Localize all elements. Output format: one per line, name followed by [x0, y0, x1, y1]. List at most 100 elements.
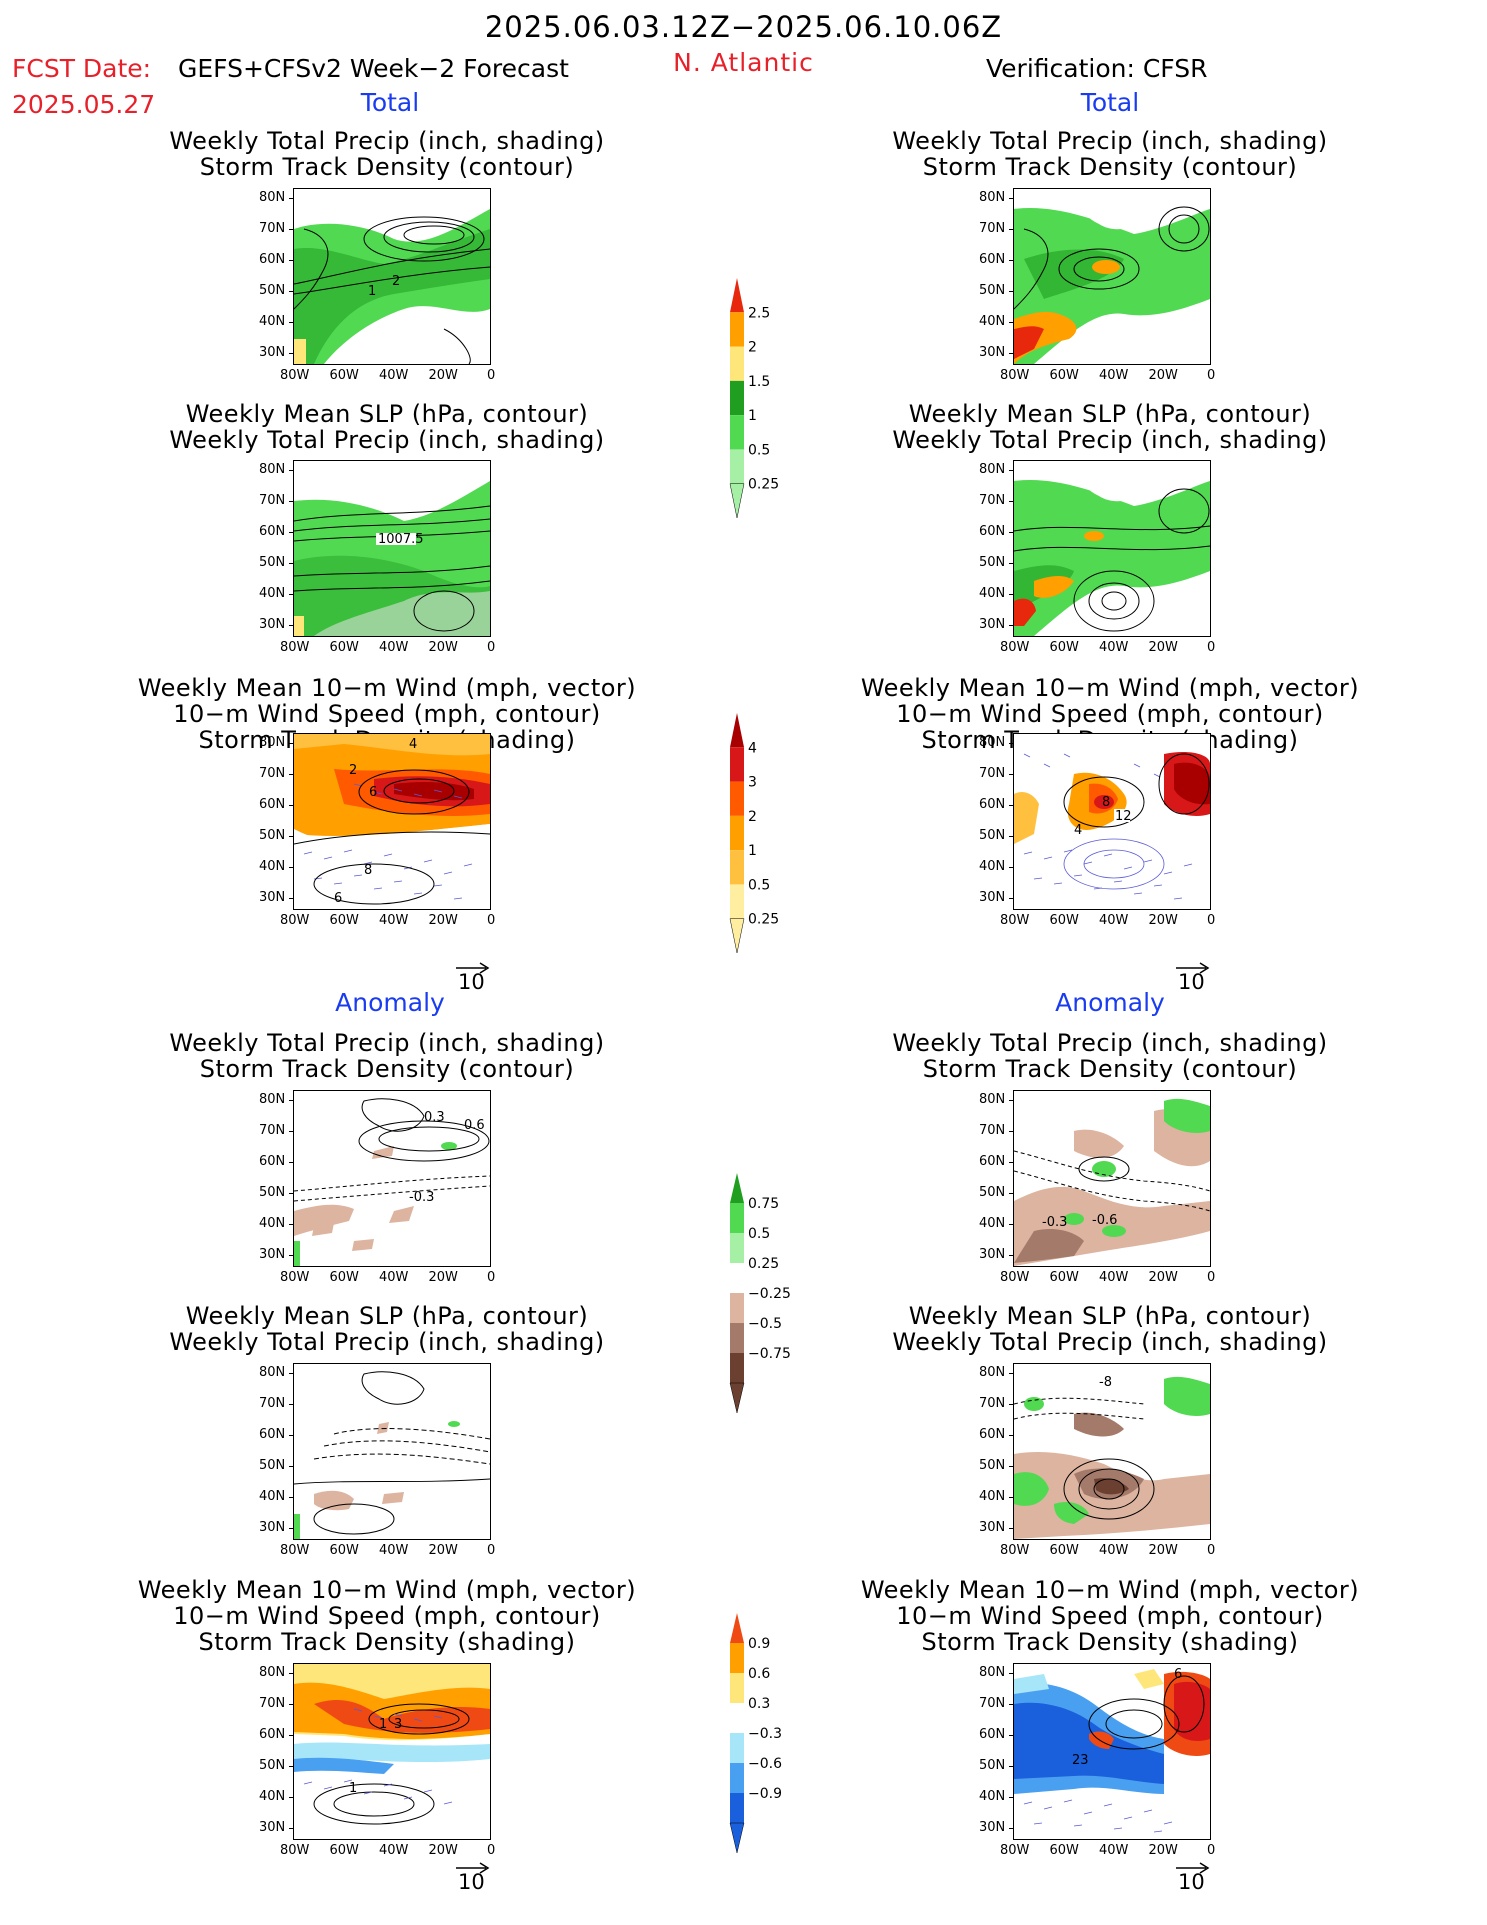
- map-obs-total-wind: 4 8 12: [1013, 733, 1211, 910]
- title-line: Storm Track Density (contour): [922, 153, 1298, 181]
- colorbar-label: 0.5: [748, 877, 770, 893]
- lat-tick-label: 60N: [259, 524, 286, 539]
- lat-tick-mark: [289, 322, 293, 323]
- model-label: GEFS+CFSv2 Week−2 Forecast: [178, 54, 569, 83]
- lat-tick-label: 50N: [979, 555, 1006, 570]
- colorbar-segment: [730, 1323, 744, 1353]
- lat-tick-mark: [289, 1404, 293, 1405]
- lon-tick-label: 80W: [280, 1543, 310, 1558]
- lon-tick-label: 0: [487, 1843, 496, 1858]
- lon-tick-label: 20W: [1148, 640, 1178, 655]
- colorbar-label: 0.75: [748, 1196, 779, 1212]
- title-fcst-anom-wind: Weekly Mean 10−m Wind (mph, vector) 10−m…: [17, 1577, 757, 1655]
- lat-tick-label: 60N: [259, 1154, 286, 1169]
- colorbar-label: 0.6: [748, 1666, 770, 1682]
- contour-label: 1007.5: [378, 532, 424, 547]
- lat-tick-label: 80N: [979, 462, 1006, 477]
- title-line: Storm Track Density (contour): [199, 153, 575, 181]
- lon-tick-label: 60W: [329, 913, 359, 928]
- lon-tick-label: 0: [1207, 1543, 1216, 1558]
- lon-tick-label: 20W: [428, 368, 458, 383]
- lon-tick-label: 60W: [329, 1270, 359, 1285]
- lon-tick-label: 20W: [1148, 913, 1178, 928]
- lat-tick-label: 40N: [259, 586, 286, 601]
- title-line: Weekly Mean SLP (hPa, contour): [185, 1302, 589, 1330]
- lat-tick-mark: [1009, 198, 1013, 199]
- map-fcst-anom-precip: 0.3 0.6 -0.3: [293, 1090, 491, 1267]
- title-obs-total-wind: Weekly Mean 10−m Wind (mph, vector) 10−m…: [740, 675, 1480, 753]
- lat-tick-mark: [289, 291, 293, 292]
- lat-tick-label: 30N: [259, 890, 286, 905]
- lon-tick-label: 80W: [280, 1270, 310, 1285]
- lat-tick-mark: [289, 1435, 293, 1436]
- fcst-date-value: 2025.05.27: [12, 90, 156, 119]
- vector-reference-obs-total: 10: [1174, 960, 1214, 998]
- lat-tick-label: 40N: [979, 1216, 1006, 1231]
- title-line: Storm Track Density (shading): [198, 1628, 576, 1656]
- lat-tick-mark: [1009, 625, 1013, 626]
- lon-tick-label: 40W: [379, 640, 409, 655]
- colorbar-top-arrow: [730, 713, 744, 748]
- title-fcst-anom-slp: Weekly Mean SLP (hPa, contour) Weekly To…: [17, 1303, 757, 1355]
- lon-tick-label: 0: [1207, 1843, 1216, 1858]
- lat-tick-label: 30N: [979, 1820, 1006, 1835]
- lat-tick-mark: [289, 229, 293, 230]
- title-obs-anom-wind: Weekly Mean 10−m Wind (mph, vector) 10−m…: [740, 1577, 1480, 1655]
- fcst-date-label: FCST Date:: [12, 54, 152, 83]
- lat-tick-label: 50N: [979, 1458, 1006, 1473]
- lat-tick-label: 50N: [259, 555, 286, 570]
- lat-tick-label: 80N: [259, 190, 286, 205]
- lon-tick-label: 80W: [1000, 1543, 1030, 1558]
- lat-tick-mark: [289, 805, 293, 806]
- lon-tick-label: 80W: [1000, 913, 1030, 928]
- contour-label: 1: [349, 1781, 357, 1796]
- lat-tick-label: 80N: [259, 1092, 286, 1107]
- lat-tick-mark: [289, 1766, 293, 1767]
- lon-tick-label: 80W: [280, 368, 310, 383]
- lat-tick-mark: [1009, 1497, 1013, 1498]
- map-fcst-anom-wind: 1 3 1: [293, 1663, 491, 1840]
- lon-tick-label: 80W: [1000, 1270, 1030, 1285]
- colorbar-segment: [730, 449, 744, 484]
- lat-tick-mark: [289, 743, 293, 744]
- colorbar-label: 4: [748, 740, 757, 756]
- colorbar-label: −0.6: [748, 1756, 782, 1772]
- lat-tick-label: 70N: [259, 1696, 286, 1711]
- section-anomaly-left: Anomaly: [335, 988, 445, 1017]
- lat-tick-label: 70N: [259, 1123, 286, 1138]
- lat-tick-mark: [289, 594, 293, 595]
- lon-tick-label: 60W: [329, 1543, 359, 1558]
- lat-tick-mark: [1009, 1162, 1013, 1163]
- contour-label: 0.6: [464, 1118, 485, 1133]
- lon-tick-label: 80W: [1000, 640, 1030, 655]
- lat-tick-label: 80N: [979, 1092, 1006, 1107]
- lon-tick-label: 40W: [1099, 1843, 1129, 1858]
- colorbar-top-arrow: [730, 278, 744, 313]
- lat-tick-mark: [289, 1466, 293, 1467]
- lat-tick-mark: [1009, 1735, 1013, 1736]
- colorbar-segment: [730, 1793, 744, 1823]
- colorbar-total-precip: 2.5 2 1.5 1 0.5 0.25: [720, 268, 800, 558]
- lat-tick-mark: [1009, 1704, 1013, 1705]
- title-line: Weekly Mean SLP (hPa, contour): [908, 400, 1312, 428]
- colorbar-label: −0.75: [748, 1346, 791, 1362]
- lat-tick-mark: [1009, 353, 1013, 354]
- lon-tick-label: 20W: [428, 1843, 458, 1858]
- lat-tick-label: 30N: [259, 617, 286, 632]
- lat-tick-label: 50N: [979, 283, 1006, 298]
- lat-tick-label: 40N: [979, 1489, 1006, 1504]
- region-label: N. Atlantic: [673, 48, 814, 77]
- title-obs-total-precip: Weekly Total Precip (inch, shading) Stor…: [740, 128, 1480, 180]
- lat-tick-label: 70N: [979, 1396, 1006, 1411]
- colorbar-label: 0.25: [748, 477, 779, 493]
- lat-tick-mark: [1009, 898, 1013, 899]
- lat-tick-mark: [289, 1131, 293, 1132]
- lon-tick-label: 40W: [379, 368, 409, 383]
- lat-tick-label: 50N: [979, 1185, 1006, 1200]
- title-line: Weekly Mean SLP (hPa, contour): [908, 1302, 1312, 1330]
- title-line: Weekly Mean 10−m Wind (mph, vector): [860, 674, 1360, 702]
- colorbar-bottom-arrow: [729, 918, 745, 954]
- lat-tick-mark: [289, 501, 293, 502]
- title-line: Storm Track Density (contour): [922, 1055, 1298, 1083]
- lat-tick-label: 30N: [979, 890, 1006, 905]
